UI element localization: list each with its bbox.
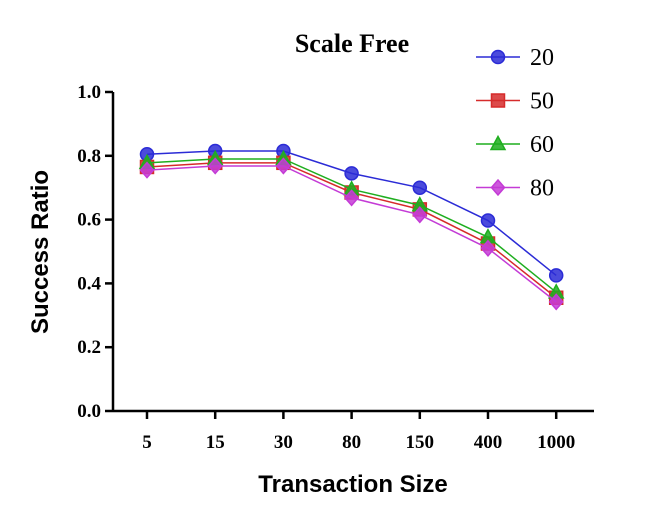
- x-tick-label: 5: [142, 432, 152, 453]
- y-tick-label: 0.8: [77, 146, 101, 167]
- legend-item: 20: [476, 45, 554, 71]
- y-tick-label: 0.0: [77, 401, 101, 422]
- x-axis-label: Transaction Size: [258, 471, 447, 498]
- legend-label: 50: [530, 89, 554, 115]
- x-tick-label: 150: [406, 432, 435, 453]
- y-axis-label: Success Ratio: [27, 170, 54, 334]
- data-point: [480, 239, 496, 257]
- data-point: [412, 180, 428, 195]
- data-point: [412, 206, 428, 224]
- y-tick-label: 0.2: [77, 337, 101, 358]
- legend-item: 60: [476, 132, 554, 158]
- legend: 20 50 60 80: [476, 45, 554, 202]
- x-tick-label: 400: [474, 432, 503, 453]
- series-80: [139, 157, 564, 311]
- legend-label: 20: [530, 45, 554, 71]
- y-tick-label: 0.6: [77, 210, 101, 231]
- x-tick-label: 15: [206, 432, 225, 453]
- legend-marker: [490, 49, 506, 65]
- data-point: [139, 161, 155, 179]
- series-20: [139, 143, 564, 283]
- data-point: [207, 157, 223, 175]
- y-tick-label: 1.0: [77, 82, 101, 103]
- legend-marker: [490, 178, 506, 197]
- y-tick-label: 0.4: [77, 273, 101, 294]
- data-point: [275, 157, 291, 175]
- legend-item: 80: [476, 176, 554, 202]
- data-point: [344, 166, 359, 181]
- x-tick-label: 30: [274, 432, 293, 453]
- legend-item: 50: [476, 89, 554, 115]
- legend-label: 60: [530, 132, 554, 158]
- series-layer: [138, 143, 565, 311]
- chart-title: Scale Free: [295, 29, 409, 58]
- data-point: [344, 189, 360, 207]
- legend-label: 80: [530, 176, 554, 202]
- data-point: [548, 268, 564, 283]
- legend-marker: [489, 134, 507, 151]
- x-tick-label: 80: [342, 432, 361, 453]
- legend-marker: [490, 93, 506, 108]
- axes: 0.0 0.2 0.4 0.6 0.8 1.0 5 15 30 80 150 400 1000: [77, 82, 594, 453]
- data-point: [548, 293, 564, 311]
- data-point: [480, 213, 496, 228]
- x-tick-label: 1000: [537, 432, 575, 453]
